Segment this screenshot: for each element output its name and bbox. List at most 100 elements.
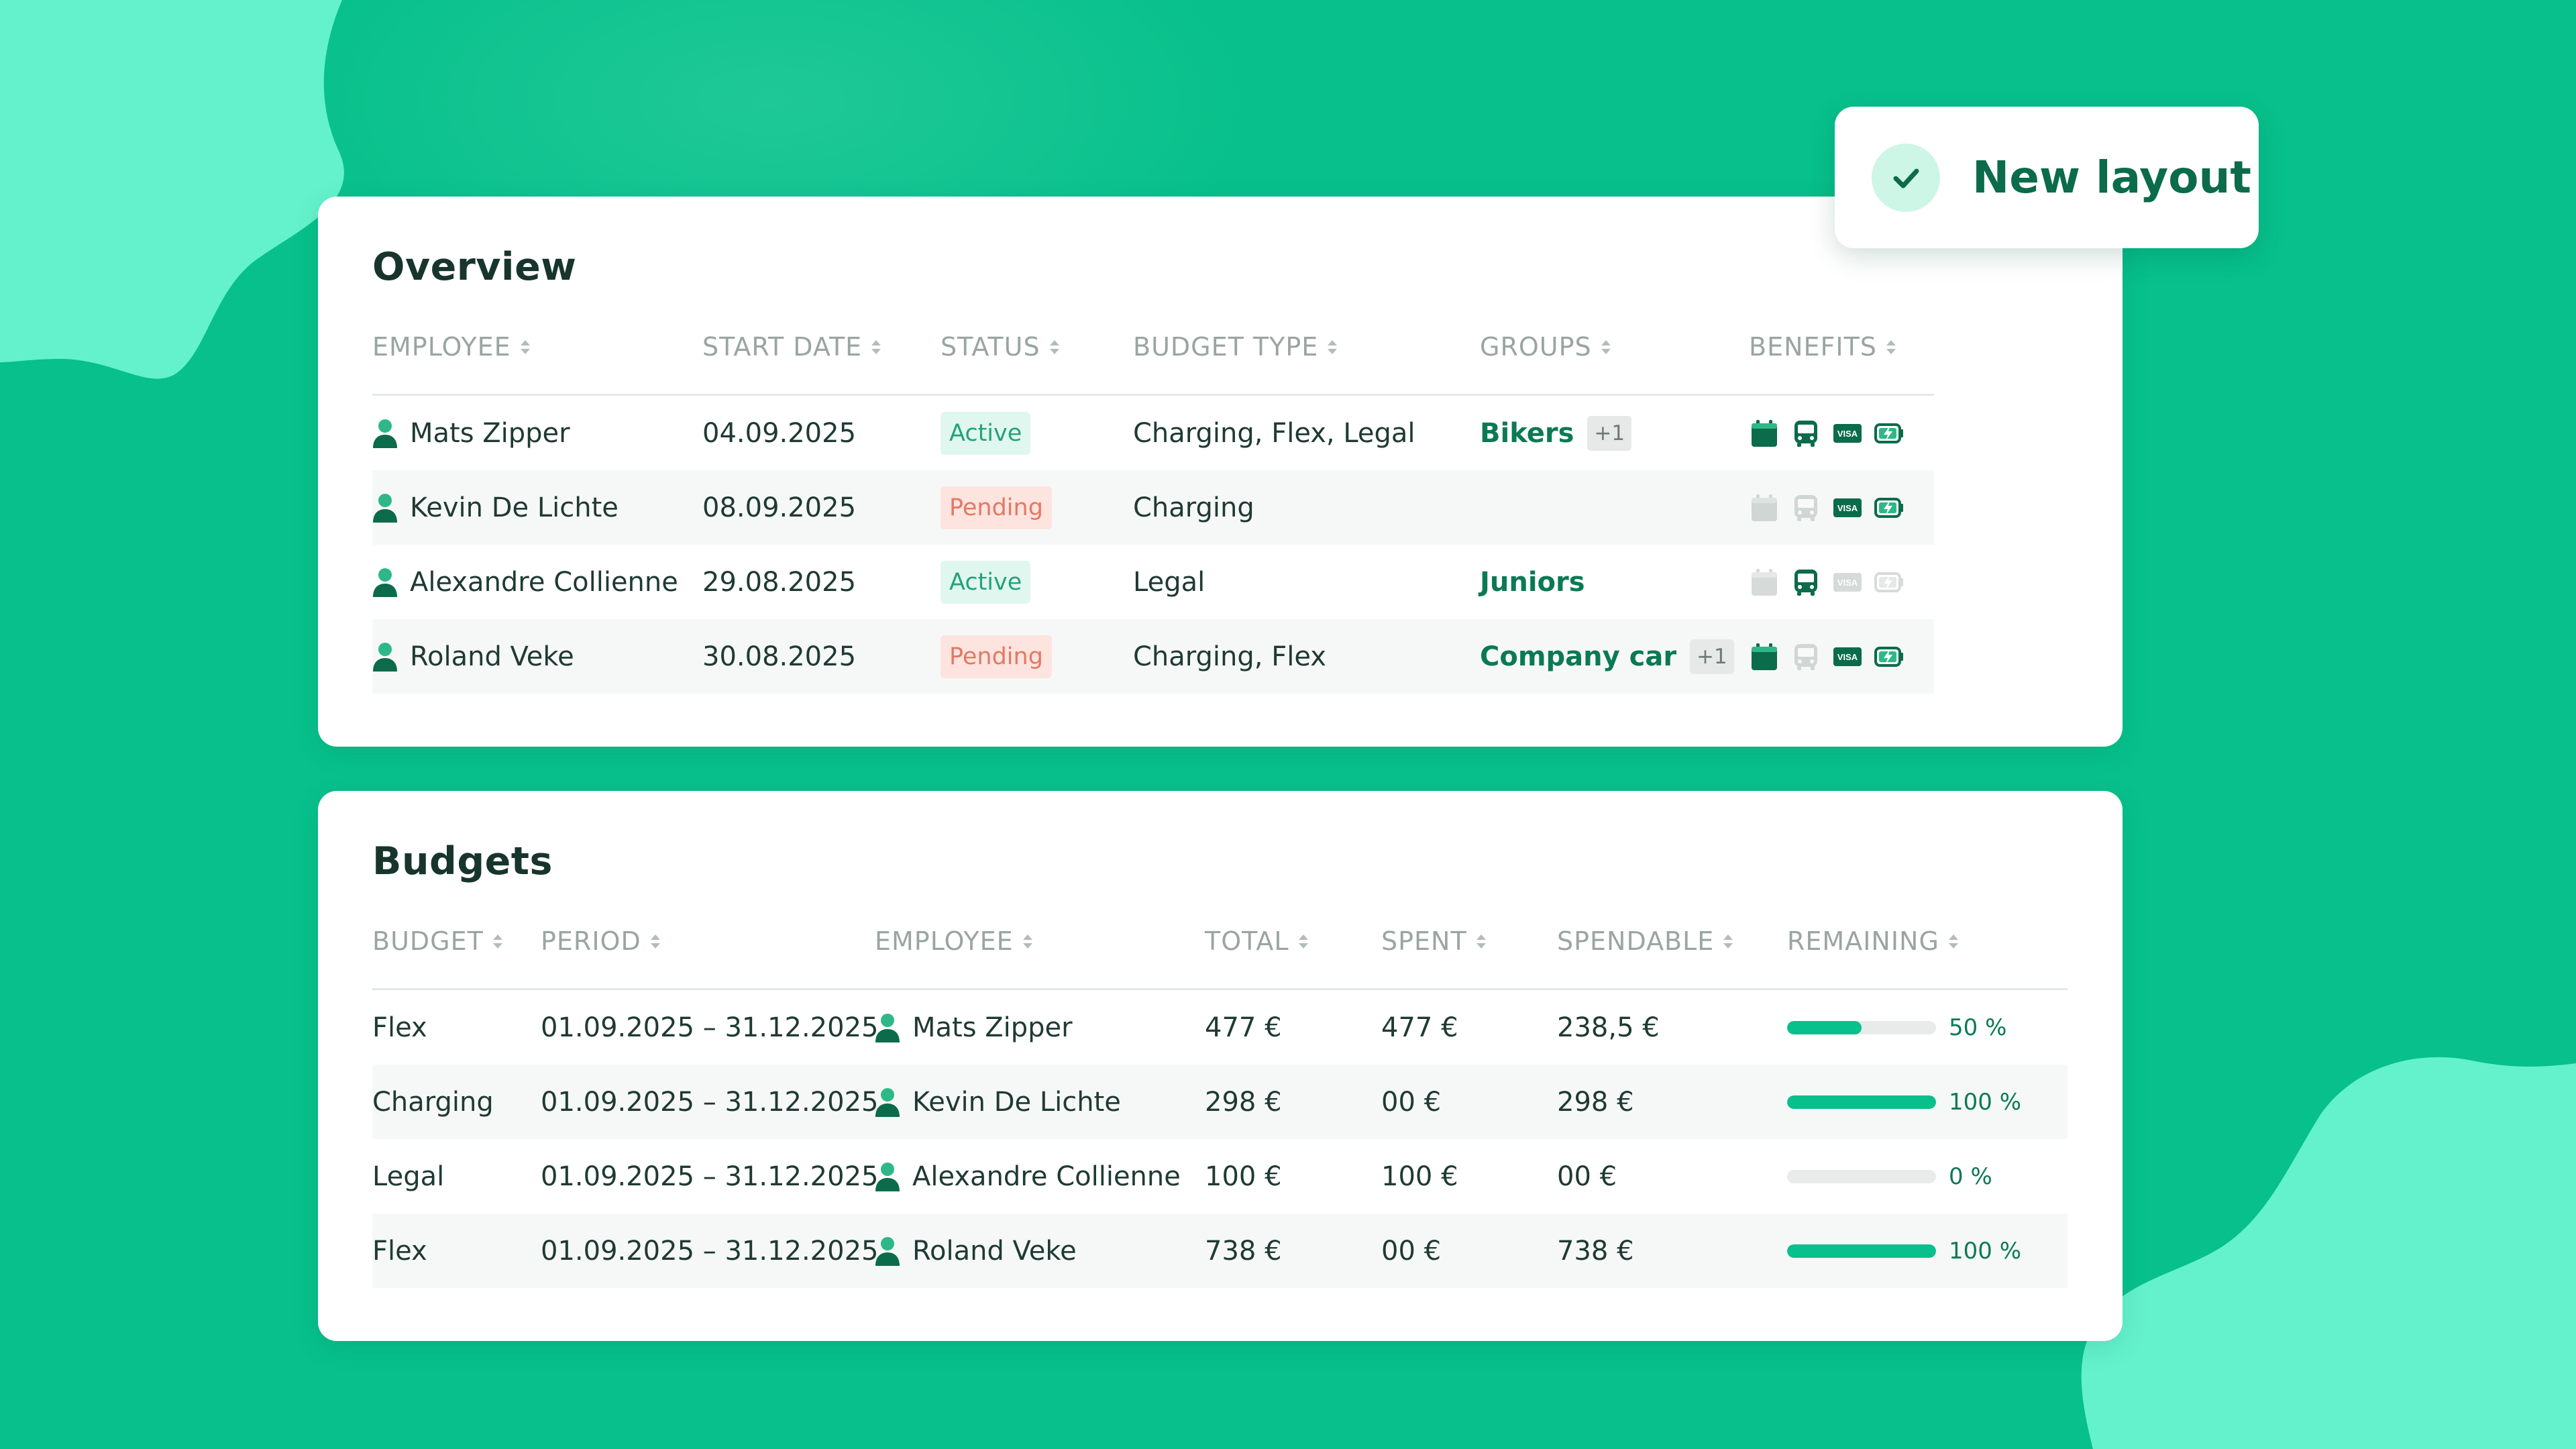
column-header-spendable[interactable]: SPENDABLE xyxy=(1557,926,1733,956)
remaining-progress-bar xyxy=(1787,1020,1936,1034)
sort-icon xyxy=(1328,339,1338,354)
status-badge: Active xyxy=(941,411,1031,455)
table-row[interactable]: Mats Zipper 04.09.2025 Active Charging, … xyxy=(372,396,1934,470)
spent-cell: 100 € xyxy=(1381,1161,1458,1192)
column-header-remaining[interactable]: REMAINING xyxy=(1787,926,1958,956)
spendable-cell: 298 € xyxy=(1557,1086,1634,1118)
employee-cell: Kevin De Lichte xyxy=(875,1065,1121,1139)
budget-cell: Legal xyxy=(372,1161,445,1192)
sort-icon xyxy=(1476,934,1486,949)
column-header-total[interactable]: TOTAL xyxy=(1205,926,1308,956)
employee-cell: Roland Veke xyxy=(372,619,574,694)
column-header-benefits[interactable]: BENEFITS xyxy=(1749,332,1896,362)
visa-card-icon: VISA xyxy=(1833,647,1862,666)
svg-text:VISA: VISA xyxy=(1837,578,1858,588)
column-header-period[interactable]: PERIOD xyxy=(541,926,660,956)
groups-cell: Bikers +1 xyxy=(1480,396,1632,470)
person-icon xyxy=(875,1236,900,1266)
budget-cell: Flex xyxy=(372,1235,427,1267)
budget-type-cell: Charging, Flex xyxy=(1133,641,1326,672)
visa-card-icon: VISA xyxy=(1833,423,1862,443)
start-date-cell: 04.09.2025 xyxy=(702,417,857,449)
status-cell: Pending xyxy=(941,619,1052,694)
table-row[interactable]: Legal 01.09.2025 – 31.12.2025 Alexandre … xyxy=(372,1139,2068,1214)
group-link[interactable]: Juniors xyxy=(1480,566,1585,598)
header-divider xyxy=(372,988,2068,990)
sort-icon xyxy=(492,934,502,949)
table-row[interactable]: Flex 01.09.2025 – 31.12.2025 Mats Zipper… xyxy=(372,990,2068,1065)
svg-text:VISA: VISA xyxy=(1837,652,1858,662)
benefits-cell: VISA xyxy=(1749,470,1915,545)
person-icon xyxy=(875,1162,900,1191)
benefits-cell: VISA xyxy=(1749,396,1915,470)
column-header-employee[interactable]: EMPLOYEE xyxy=(875,926,1032,956)
start-date-cell: 08.09.2025 xyxy=(702,492,857,523)
calendar-icon xyxy=(1752,419,1777,447)
employee-cell: Kevin De Lichte xyxy=(372,470,619,545)
charging-battery-icon xyxy=(1874,423,1903,443)
group-link[interactable]: Bikers xyxy=(1480,417,1574,449)
group-extra-badge[interactable]: +1 xyxy=(1587,415,1632,451)
column-header-start-date[interactable]: START DATE xyxy=(702,332,881,362)
column-header-status[interactable]: STATUS xyxy=(941,332,1059,362)
remaining-cell: 50 % xyxy=(1787,990,2006,1065)
sort-icon xyxy=(1601,339,1611,354)
employee-cell: Alexandre Collienne xyxy=(372,545,678,619)
start-date-cell: 30.08.2025 xyxy=(702,641,857,672)
bus-icon xyxy=(1794,569,1817,596)
period-cell: 01.09.2025 – 31.12.2025 xyxy=(541,1012,879,1043)
spent-cell: 00 € xyxy=(1381,1235,1442,1267)
column-header-budget[interactable]: BUDGET xyxy=(372,926,502,956)
groups-cell: Company car +1 xyxy=(1480,619,1734,694)
table-row[interactable]: Flex 01.09.2025 – 31.12.2025 Roland Veke… xyxy=(372,1214,2068,1288)
column-header-groups[interactable]: GROUPS xyxy=(1480,332,1611,362)
column-header-budget-type[interactable]: BUDGET TYPE xyxy=(1133,332,1338,362)
total-cell: 100 € xyxy=(1205,1161,1282,1192)
benefits-cell: VISA xyxy=(1749,545,1915,619)
period-cell: 01.09.2025 – 31.12.2025 xyxy=(541,1235,879,1267)
remaining-progress-bar xyxy=(1787,1095,1936,1109)
remaining-percent: 100 % xyxy=(1949,1088,2022,1116)
remaining-cell: 100 % xyxy=(1787,1065,2021,1139)
group-link[interactable]: Company car xyxy=(1480,641,1677,672)
charging-battery-icon xyxy=(1874,497,1903,518)
budget-type-cell: Legal xyxy=(1133,566,1205,598)
employee-cell: Mats Zipper xyxy=(372,396,570,470)
table-row[interactable]: Charging 01.09.2025 – 31.12.2025 Kevin D… xyxy=(372,1065,2068,1139)
sort-icon xyxy=(650,934,660,949)
sort-icon xyxy=(1022,934,1032,949)
person-icon xyxy=(875,1087,900,1117)
person-icon xyxy=(373,642,397,672)
sort-icon xyxy=(1886,339,1896,354)
start-date-cell: 29.08.2025 xyxy=(702,566,857,598)
overview-table-body: Mats Zipper 04.09.2025 Active Charging, … xyxy=(372,396,1934,694)
remaining-cell: 0 % xyxy=(1787,1139,1992,1214)
column-header-employee[interactable]: EMPLOYEE xyxy=(372,332,530,362)
overview-card: Overview EMPLOYEE START DATE STATUS BUDG… xyxy=(318,197,2123,747)
table-row[interactable]: Alexandre Collienne 29.08.2025 Active Le… xyxy=(372,545,1934,619)
bus-icon xyxy=(1794,494,1817,521)
remaining-progress-fill xyxy=(1787,1020,1862,1034)
period-cell: 01.09.2025 – 31.12.2025 xyxy=(541,1161,879,1192)
table-row[interactable]: Kevin De Lichte 08.09.2025 Pending Charg… xyxy=(372,470,1934,545)
total-cell: 738 € xyxy=(1205,1235,1282,1267)
svg-text:VISA: VISA xyxy=(1837,429,1858,439)
overview-title: Overview xyxy=(372,245,577,289)
column-header-spent[interactable]: SPENT xyxy=(1381,926,1486,956)
spent-cell: 477 € xyxy=(1381,1012,1458,1043)
status-badge: Pending xyxy=(941,486,1052,529)
status-cell: Active xyxy=(941,396,1031,470)
group-extra-badge[interactable]: +1 xyxy=(1690,639,1734,674)
visa-card-icon: VISA xyxy=(1833,572,1862,592)
calendar-icon xyxy=(1752,643,1777,670)
sort-icon xyxy=(1049,339,1059,354)
spendable-cell: 00 € xyxy=(1557,1161,1617,1192)
budget-cell: Charging xyxy=(372,1086,494,1118)
sort-icon xyxy=(1298,934,1308,949)
remaining-percent: 0 % xyxy=(1949,1163,1992,1190)
remaining-percent: 50 % xyxy=(1949,1014,2007,1041)
total-cell: 298 € xyxy=(1205,1086,1282,1118)
status-cell: Active xyxy=(941,545,1031,619)
table-row[interactable]: Roland Veke 30.08.2025 Pending Charging,… xyxy=(372,619,1934,694)
sort-icon xyxy=(1723,934,1733,949)
